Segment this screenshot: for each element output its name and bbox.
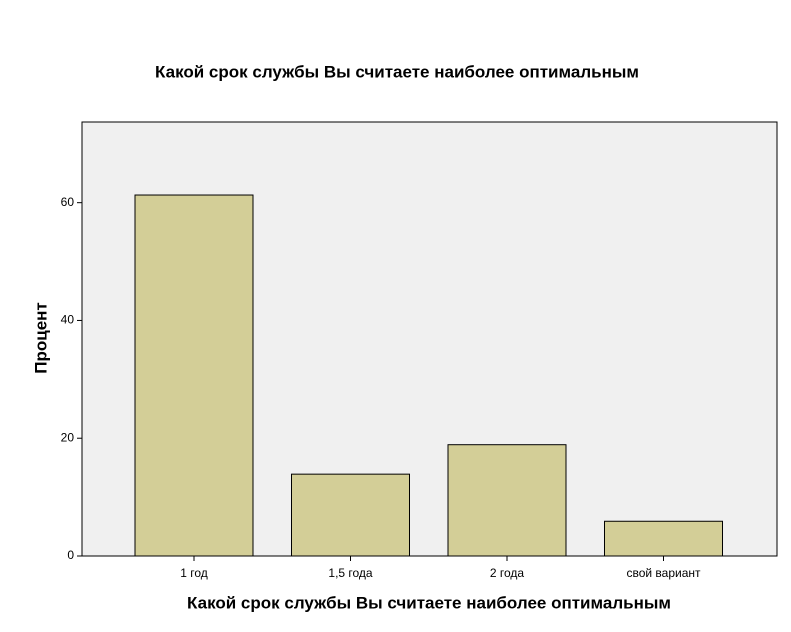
bar — [604, 520, 723, 557]
x-tick-label: 1,5 года — [328, 566, 373, 580]
x-tick-label: свой вариант — [626, 566, 701, 580]
x-tick-label: 1 год — [180, 566, 208, 580]
y-tick-label: 0 — [67, 548, 74, 562]
y-tick-label: 60 — [61, 195, 75, 209]
bar — [134, 194, 254, 557]
bar — [291, 473, 410, 557]
y-tick-label: 20 — [61, 430, 75, 444]
y-tick-label: 40 — [61, 313, 75, 327]
bar — [447, 444, 567, 557]
chart-title: Какой срок службы Вы считаете наиболее о… — [155, 62, 639, 81]
x-axis-title: Какой срок службы Вы считаете наиболее о… — [187, 593, 671, 612]
x-tick-label: 2 года — [490, 566, 525, 580]
y-axis-title: Процент — [31, 302, 50, 374]
